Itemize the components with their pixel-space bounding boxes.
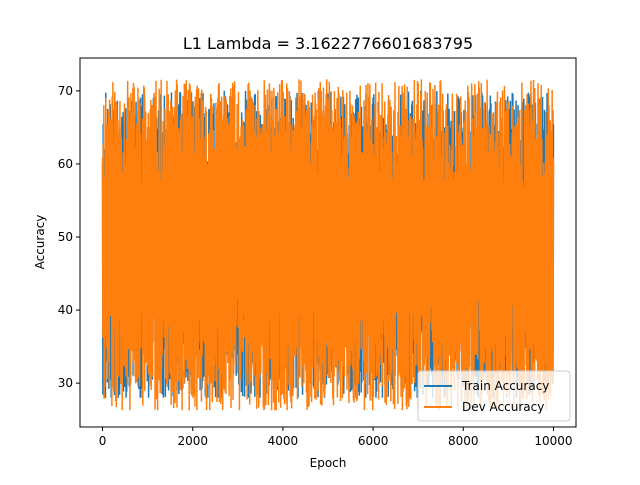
legend: Train Accuracy Dev Accuracy	[417, 370, 571, 422]
chart-title: L1 Lambda = 3.1622776601683795	[183, 34, 473, 53]
axes-frame	[79, 57, 577, 428]
legend-label-train-accuracy: Train Accuracy	[461, 379, 549, 393]
x-tick-label: 2000	[177, 434, 208, 448]
series-layer	[101, 79, 555, 411]
legend-label-dev-accuracy: Dev Accuracy	[462, 400, 544, 414]
plot-area	[79, 57, 577, 428]
y-axis-ticks: 30 40 50 60 70	[58, 84, 80, 390]
y-axis-label: Accuracy	[33, 215, 47, 270]
y-tick-label: 70	[58, 84, 73, 98]
x-tick-label: 4000	[268, 434, 299, 448]
legend-box	[417, 370, 571, 422]
x-axis-ticks: 0 2000 4000 6000 8000 10000	[99, 427, 573, 448]
x-tick-label: 8000	[448, 434, 479, 448]
x-tick-label: 10000	[534, 434, 572, 448]
y-tick-label: 30	[58, 376, 73, 390]
y-tick-label: 50	[58, 230, 73, 244]
y-tick-label: 60	[58, 157, 73, 171]
x-tick-label: 0	[99, 434, 107, 448]
y-tick-label: 40	[58, 303, 73, 317]
x-tick-label: 6000	[358, 434, 389, 448]
series-line-dev-accuracy	[101, 79, 555, 411]
x-axis-label: Epoch	[310, 456, 347, 470]
